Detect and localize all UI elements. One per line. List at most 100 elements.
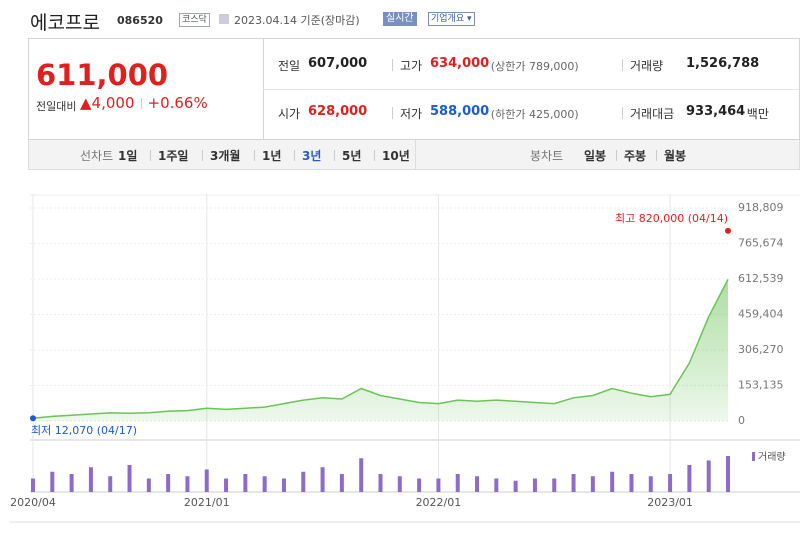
tab[interactable]: 3년 [302, 149, 322, 163]
separator [294, 150, 295, 161]
volume-bar [668, 474, 673, 492]
volume-bar [397, 476, 402, 492]
separator [392, 107, 393, 119]
separator [616, 150, 617, 161]
summary-value: 1,526,788 [686, 56, 760, 71]
volume-bar [590, 476, 595, 492]
volume-bar [281, 478, 286, 492]
y-tick-label: 612,539 [738, 272, 784, 285]
y-tick-label: 153,135 [738, 378, 784, 391]
separator [392, 59, 393, 71]
y-tick-label: 459,404 [738, 308, 784, 321]
separator [622, 59, 623, 71]
separator [140, 98, 142, 109]
current-price: 611,000 [36, 58, 169, 92]
summary-label: 고가 [400, 59, 423, 73]
volume-bar [127, 465, 132, 492]
separator [202, 150, 203, 161]
change: ▲4,000 +0.66% [80, 94, 208, 112]
summary-label: 시가 [278, 107, 301, 121]
volume-bar [610, 471, 615, 492]
volume-legend-swatch [752, 452, 755, 461]
tab-bar [28, 140, 800, 170]
volume-legend: 거래량 [758, 451, 786, 463]
calendar-icon [219, 14, 229, 24]
summary-label: 저가 [400, 107, 423, 121]
volume-bar [687, 465, 692, 492]
tab[interactable]: 5년 [342, 149, 362, 163]
high-marker [725, 227, 731, 234]
high-label: 최고 820,000 (04/14) [615, 212, 728, 225]
volume-bar [436, 478, 441, 492]
volume-bar [455, 474, 460, 492]
x-tick-label: 2023/01 [647, 496, 693, 509]
summary-value: 588,000 [430, 104, 490, 119]
volume-bar [108, 476, 113, 492]
summary-value: 607,000 [308, 56, 368, 71]
stock-name: 에코프로 [30, 12, 100, 34]
summary-value: 933,464 [686, 104, 746, 119]
volume-bar [417, 478, 422, 492]
area-fill [33, 279, 728, 421]
separator [622, 107, 623, 119]
volume-bar [146, 478, 151, 492]
volume-bar [648, 476, 653, 492]
realtime-button[interactable]: 실시간 [383, 12, 417, 26]
volume-bar [552, 478, 557, 492]
summary-label: 전일 [278, 59, 301, 73]
separator [374, 150, 375, 161]
date: 2023.04.14 기준(장마감) [234, 14, 360, 27]
y-tick-label: 918,809 [738, 201, 784, 214]
volume-bar [339, 474, 344, 492]
tab[interactable]: 일봉 [584, 149, 607, 163]
summary-label: 거래대금 [630, 107, 675, 121]
x-tick-label: 2021/01 [184, 496, 230, 509]
volume-bar [224, 478, 229, 492]
separator [334, 150, 335, 161]
change-rate: +0.66% [147, 94, 208, 112]
tab[interactable]: 10년 [382, 149, 410, 163]
summary-note: (하한가 425,000) [490, 108, 579, 121]
volume-bar [706, 460, 711, 492]
summary-note: (상한가 789,000) [490, 60, 579, 73]
volume-bar [629, 474, 634, 492]
volume-bar [262, 476, 267, 492]
volume-bar [726, 456, 730, 492]
separator [150, 150, 151, 161]
tab[interactable]: 월봉 [664, 149, 687, 163]
change-value: 4,000 [91, 94, 135, 112]
volume-bar [50, 471, 55, 492]
tab-group-label: 봉차트 [530, 149, 564, 163]
tab[interactable]: 3개월 [210, 149, 241, 163]
volume-bar [475, 476, 480, 492]
x-tick-label: 2022/01 [416, 496, 462, 509]
tab[interactable]: 1일 [118, 149, 138, 163]
volume-bar [532, 478, 537, 492]
company-button[interactable]: 기업개요 ▾ [428, 12, 475, 26]
low-marker [30, 415, 36, 422]
summary-box [28, 38, 800, 140]
separator [254, 150, 255, 161]
volume-bar [320, 467, 325, 492]
market-badge: 코스닥 [179, 13, 210, 27]
tab[interactable]: 주봉 [624, 149, 647, 163]
volume-bar [378, 474, 383, 492]
divider [263, 89, 799, 90]
volume-bar [513, 480, 518, 492]
company-label: 기업개요 [431, 14, 465, 24]
stock-code: 086520 [117, 14, 163, 27]
volume-bar [69, 474, 74, 492]
tab-divider [415, 140, 416, 170]
volume-bar [204, 469, 209, 492]
tab-group-label: 선차트 [80, 149, 114, 163]
tab[interactable]: 1주일 [158, 149, 189, 163]
volume-bar [301, 471, 306, 492]
tab[interactable]: 1년 [262, 149, 282, 163]
x-tick-label: 2020/04 [10, 496, 56, 509]
y-tick-label: 306,270 [738, 343, 784, 356]
summary-label: 거래량 [630, 59, 664, 73]
separator [656, 150, 657, 161]
summary-unit: 백만 [746, 107, 769, 121]
volume-bar [243, 474, 248, 492]
